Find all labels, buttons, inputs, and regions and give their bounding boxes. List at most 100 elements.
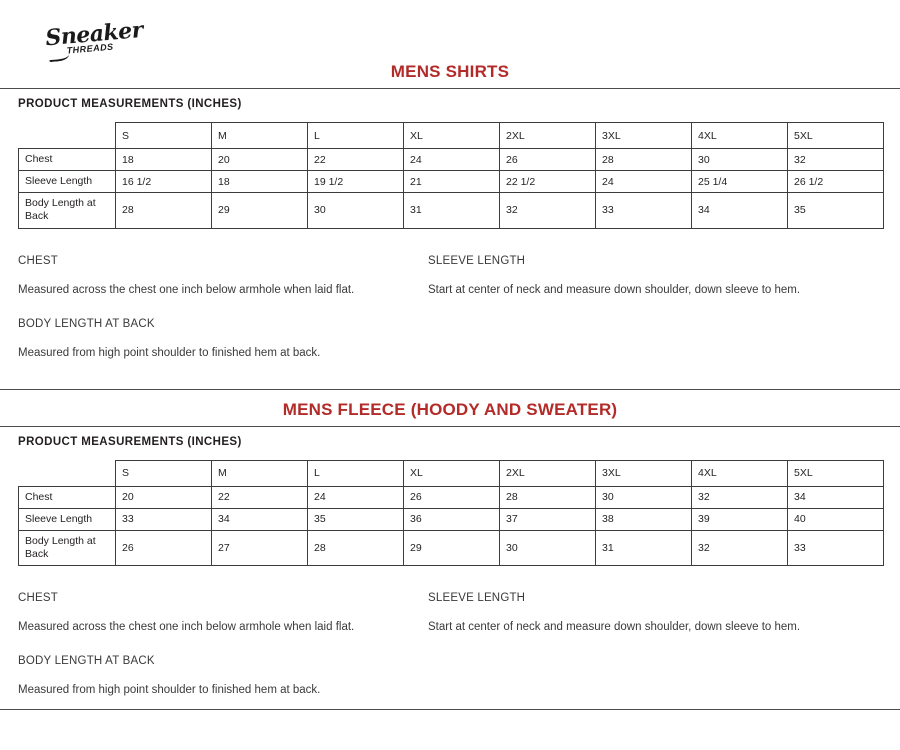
column-header: S	[115, 459, 212, 487]
table-header-row: S M L XL 2XL 3XL 4XL 5XL	[18, 459, 884, 487]
row-label: Body Length at Back	[18, 529, 116, 567]
table-cell: 26	[115, 529, 212, 567]
section-divider	[0, 88, 900, 89]
table-cell: 22 1/2	[499, 170, 596, 194]
definitions-block: CHEST Measured across the chest one inch…	[0, 566, 900, 700]
column-header: 5XL	[787, 459, 884, 487]
row-label: Chest	[18, 485, 116, 509]
row-label: Sleeve Length	[18, 507, 116, 532]
column-header: M	[211, 459, 308, 487]
column-header: XL	[403, 459, 500, 487]
table-cell: 30	[307, 192, 404, 229]
definitions-block: CHEST Measured across the chest one inch…	[0, 229, 900, 363]
table-header-row: S M L XL 2XL 3XL 4XL 5XL	[18, 122, 884, 149]
section-mens-fleece: MENS FLEECE (HOODY AND SWEATER) PRODUCT …	[0, 390, 900, 710]
table-cell: 32	[691, 485, 788, 509]
table-cell: 33	[787, 529, 884, 567]
table-cell: 30	[595, 485, 692, 509]
table-cell: 32	[499, 192, 596, 229]
definition-text: Start at center of neck and measure down…	[428, 621, 801, 634]
table-row: Chest 20 22 24 26 28 30 32 34	[18, 485, 884, 509]
table-cell: 29	[211, 192, 308, 229]
column-header: 2XL	[499, 459, 596, 487]
definition-term: CHEST	[18, 254, 58, 267]
table-cell: 30	[499, 529, 596, 567]
definitions-right-column: SLEEVE LENGTH Start at center of neck an…	[428, 255, 838, 363]
section-mens-shirts: MENS SHIRTS PRODUCT MEASUREMENTS (INCHES…	[0, 62, 900, 390]
size-table-container: S M L XL 2XL 3XL 4XL 5XL Chest 18 20	[0, 110, 900, 229]
table-cell: 33	[595, 192, 692, 229]
table-cell: 31	[403, 192, 500, 229]
table-cell: 36	[403, 507, 500, 532]
table-cell: 25 1/4	[691, 170, 788, 194]
table-cell: 20	[115, 485, 212, 509]
measurements-label: PRODUCT MEASUREMENTS (INCHES)	[18, 435, 242, 448]
table-row: Sleeve Length 33 34 35 36 37 38 39 40	[18, 507, 884, 532]
table-cell: 31	[595, 529, 692, 567]
table-cell: 34	[787, 485, 884, 509]
definition-term: CHEST	[18, 592, 58, 605]
table-cell: 38	[595, 507, 692, 532]
brand-header: Sneaker THREADS	[0, 0, 900, 63]
table-cell: 24	[307, 485, 404, 509]
definitions-right-column: SLEEVE LENGTH Start at center of neck an…	[428, 592, 838, 700]
definitions-left-column: CHEST Measured across the chest one inch…	[18, 592, 428, 700]
column-header: 3XL	[595, 122, 692, 149]
table-cell: 24	[403, 147, 500, 172]
column-header: 4XL	[691, 122, 788, 149]
column-header: S	[115, 122, 212, 149]
definition-text: Measured from high point shoulder to fin…	[18, 684, 321, 697]
size-table-container: S M L XL 2XL 3XL 4XL 5XL Chest 20 22	[0, 448, 900, 567]
row-label: Chest	[18, 147, 116, 172]
row-label: Sleeve Length	[18, 170, 116, 194]
column-header: 4XL	[691, 459, 788, 487]
table-cell: 35	[787, 192, 884, 229]
section-divider	[0, 388, 900, 390]
table-row: Chest 18 20 22 24 26 28 30 32	[18, 147, 884, 172]
definition-text: Start at center of neck and measure down…	[428, 283, 801, 296]
table-cell: 21	[403, 170, 500, 194]
table-row: Body Length at Back 26 27 28 29 30 31 32…	[18, 529, 884, 567]
sneaker-threads-logo-icon: Sneaker THREADS	[44, 17, 144, 66]
section-title: MENS FLEECE (HOODY AND SWEATER)	[282, 399, 618, 419]
table-cell: 27	[211, 529, 308, 567]
section-title: MENS SHIRTS	[390, 62, 510, 81]
table-cell: 29	[403, 529, 500, 567]
table-cell: 26	[499, 147, 596, 172]
table-cell: 22	[307, 147, 404, 172]
definition-text: Measured from high point shoulder to fin…	[18, 346, 321, 359]
column-header: L	[307, 459, 404, 487]
table-cell: 32	[787, 147, 884, 172]
table-cell: 22	[211, 485, 308, 509]
column-header: 5XL	[787, 122, 884, 149]
table-cell: 40	[787, 507, 884, 532]
column-header: 3XL	[595, 459, 692, 487]
table-cell: 30	[691, 147, 788, 172]
column-header: L	[307, 122, 404, 149]
table-cell: 20	[211, 147, 308, 172]
table-corner-cell	[18, 122, 116, 149]
table-cell: 18	[211, 170, 308, 194]
table-cell: 28	[499, 485, 596, 509]
table-cell: 18	[115, 147, 212, 172]
table-cell: 32	[691, 529, 788, 567]
section-divider	[0, 425, 900, 427]
page-bottom-divider	[0, 708, 900, 710]
table-cell: 33	[115, 507, 212, 532]
definitions-left-column: CHEST Measured across the chest one inch…	[18, 255, 428, 363]
definition-text: Measured across the chest one inch below…	[18, 621, 355, 634]
table-cell: 39	[691, 507, 788, 532]
table-cell: 26	[403, 485, 500, 509]
table-row: Body Length at Back 28 29 30 31 32 33 34…	[18, 192, 884, 229]
column-header: 2XL	[499, 122, 596, 149]
table-cell: 34	[211, 507, 308, 532]
table-cell: 28	[307, 529, 404, 567]
row-label: Body Length at Back	[18, 192, 116, 229]
column-header: M	[211, 122, 308, 149]
column-header: XL	[403, 122, 500, 149]
size-table: S M L XL 2XL 3XL 4XL 5XL Chest 20 22	[18, 459, 884, 567]
table-cell: 37	[499, 507, 596, 532]
table-cell: 35	[307, 507, 404, 532]
table-cell: 19 1/2	[307, 170, 404, 194]
